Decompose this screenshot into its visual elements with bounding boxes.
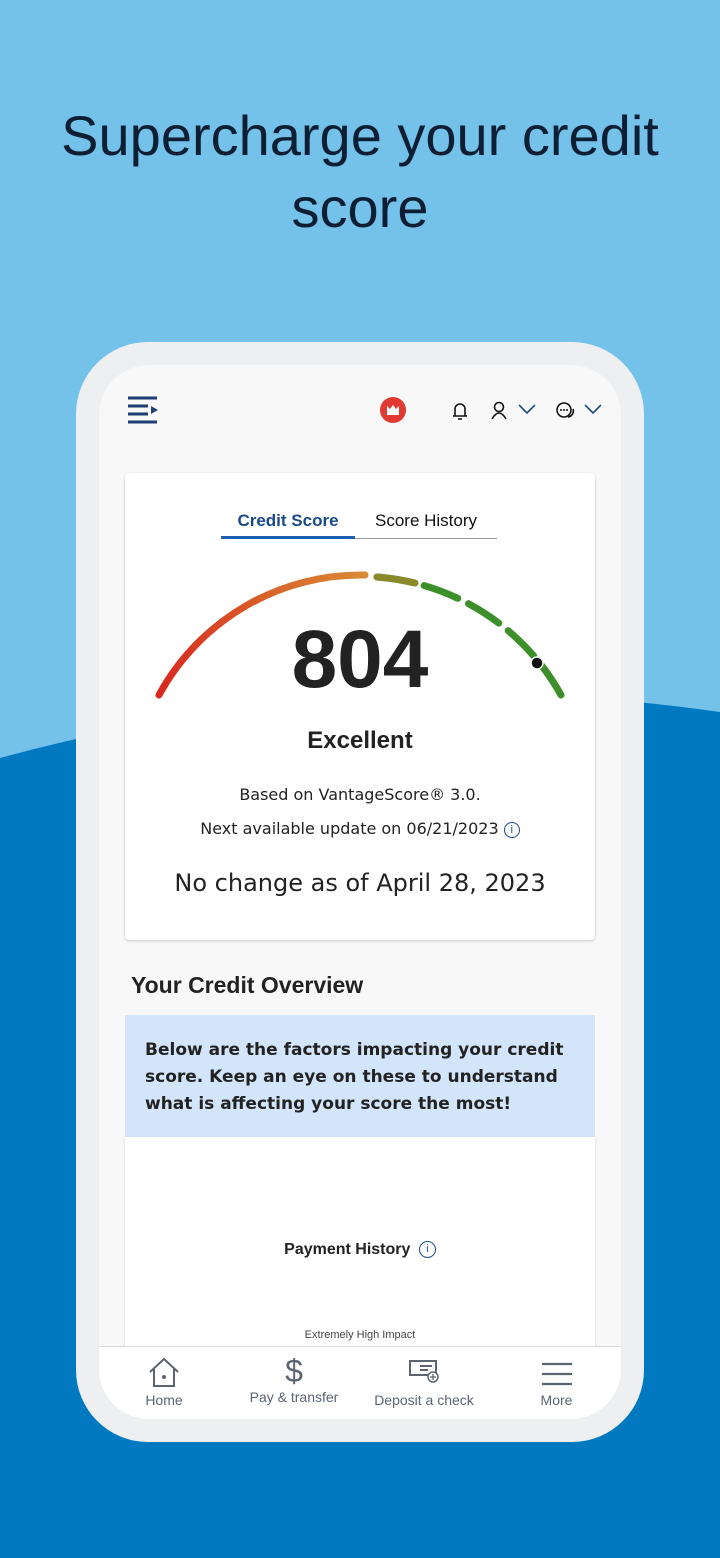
chevron-down-icon[interactable]: [584, 403, 602, 415]
factor-card[interactable]: Payment History i Extremely High Impact: [125, 1137, 595, 1387]
tab-score-history[interactable]: Score History: [355, 511, 497, 539]
nav-label: Pay & transfer: [249, 1389, 339, 1405]
bell-icon[interactable]: [452, 401, 468, 421]
hamburger-icon: [541, 1362, 572, 1386]
credit-score-card: Credit Score Score History 804 Excellent…: [125, 473, 595, 940]
chat-icon[interactable]: [555, 401, 575, 421]
home-icon: [149, 1357, 179, 1387]
nav-label: More: [540, 1392, 573, 1408]
nav-label: Deposit a check: [374, 1392, 474, 1408]
tab-credit-score[interactable]: Credit Score: [221, 511, 355, 539]
user-icon[interactable]: [490, 401, 508, 421]
score-change: No change as of April 28, 2023: [174, 869, 546, 897]
score-gauge: [155, 571, 565, 699]
gauge-arc-filled: [155, 571, 369, 699]
nav-home[interactable]: Home: [114, 1347, 214, 1419]
headline: Supercharge your credit score: [61, 104, 659, 239]
bank-logo-icon[interactable]: [379, 396, 407, 424]
check-deposit-icon: [409, 1360, 439, 1383]
factor-row: Payment History i: [125, 1241, 595, 1259]
nav-more[interactable]: More: [509, 1347, 604, 1419]
next-update-row: Next available update on 06/21/2023 i: [125, 819, 595, 838]
next-update-text: Next available update on 06/21/2023: [200, 819, 499, 838]
chevron-down-icon[interactable]: [518, 403, 536, 415]
bottom-nav: Home $ Pay & transfer Deposit a check Mo…: [99, 1346, 621, 1419]
phone-screen: Credit Score Score History 804 Excellent…: [99, 365, 621, 1419]
menu-collapse-icon[interactable]: [127, 395, 159, 425]
factor-impact: Extremely High Impact: [304, 1329, 416, 1341]
score-model: Based on VantageScore® 3.0.: [239, 785, 481, 804]
info-icon[interactable]: i: [503, 821, 520, 838]
nav-deposit-check[interactable]: Deposit a check: [364, 1347, 484, 1419]
nav-pay-transfer[interactable]: $ Pay & transfer: [239, 1347, 349, 1419]
dollar-icon: $: [285, 1353, 303, 1389]
factor-title: Payment History: [284, 1241, 411, 1258]
overview-banner: Below are the factors impacting your cre…: [125, 1015, 595, 1137]
overview-title: Your Credit Overview: [131, 972, 364, 998]
score-rating: Excellent: [307, 727, 413, 754]
gauge-marker: [530, 656, 544, 670]
credit-score-value: 804: [291, 614, 429, 705]
nav-label: Home: [145, 1392, 183, 1408]
info-icon[interactable]: i: [418, 1241, 436, 1258]
